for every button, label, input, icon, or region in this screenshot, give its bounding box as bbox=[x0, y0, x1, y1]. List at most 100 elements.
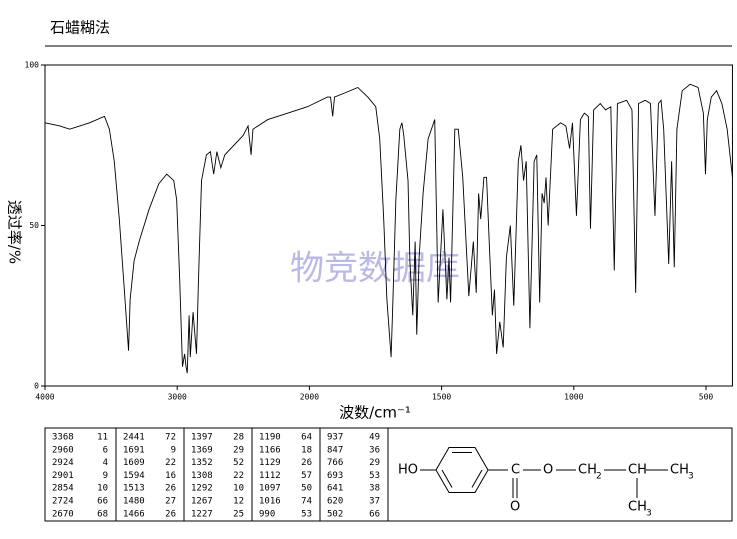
atom-label: HO bbox=[398, 463, 418, 478]
atom-label: O bbox=[510, 500, 520, 515]
x-tick-label: 1500 bbox=[432, 393, 451, 402]
structure bbox=[420, 447, 668, 498]
atom-label: CH bbox=[628, 463, 647, 478]
atom-subscript: 3 bbox=[646, 509, 652, 519]
table-cell: 29 bbox=[369, 458, 380, 468]
table-cell: 50 bbox=[301, 484, 312, 494]
table-cell: 37 bbox=[369, 497, 380, 507]
table-cell: 1352 bbox=[191, 458, 213, 468]
table-cell: 1369 bbox=[191, 445, 213, 455]
table-cell: 1166 bbox=[259, 445, 281, 455]
table-cell: 36 bbox=[369, 445, 380, 455]
x-tick-label: 4000 bbox=[35, 393, 54, 402]
table-cell: 9 bbox=[171, 445, 176, 455]
table-cell: 693 bbox=[327, 471, 343, 481]
table-cell: 2854 bbox=[52, 484, 74, 494]
table-cell: 66 bbox=[369, 509, 380, 519]
table-cell: 1129 bbox=[259, 458, 281, 468]
table-cell: 766 bbox=[327, 458, 343, 468]
table-cell: 49 bbox=[369, 433, 380, 443]
table-cell: 38 bbox=[369, 484, 380, 494]
table-cell: 12 bbox=[233, 497, 244, 507]
bond bbox=[471, 469, 483, 488]
atom-subscript: 3 bbox=[688, 472, 694, 482]
bond bbox=[441, 469, 453, 488]
table-cell: 74 bbox=[301, 497, 312, 507]
table-cell: 2724 bbox=[52, 497, 74, 507]
table-cell: 66 bbox=[97, 497, 108, 507]
table-cell: 68 bbox=[97, 509, 108, 519]
table-cell: 1190 bbox=[259, 433, 281, 443]
table-cell: 1691 bbox=[123, 445, 145, 455]
watermark: 物竞数据库 bbox=[290, 249, 460, 289]
y-tick-label: 0 bbox=[34, 382, 39, 391]
table-cell: 6 bbox=[103, 445, 108, 455]
table-cell: 52 bbox=[233, 458, 244, 468]
plot: 4000 3000 2000 1500 1000 500 0 50 100 bbox=[25, 61, 733, 402]
x-tick-label: 1000 bbox=[564, 393, 583, 402]
table-cell: 502 bbox=[327, 509, 343, 519]
table-cell: 620 bbox=[327, 497, 343, 507]
table-cell: 16 bbox=[165, 471, 176, 481]
x-axis-label: 波数/cm⁻¹ bbox=[339, 404, 411, 422]
table-cell: 937 bbox=[327, 433, 343, 443]
atom-label: O bbox=[543, 463, 553, 478]
table-cell: 22 bbox=[165, 458, 176, 468]
atom-label: CH bbox=[670, 463, 689, 478]
table-cell: 10 bbox=[233, 484, 244, 494]
atom-label: CH bbox=[628, 500, 647, 515]
table-cell: 28 bbox=[233, 433, 244, 443]
table-cell: 990 bbox=[259, 509, 275, 519]
table-cell: 72 bbox=[165, 433, 176, 443]
table-cell: 1594 bbox=[123, 471, 145, 481]
x-tick-label: 500 bbox=[699, 393, 714, 402]
table-cell: 53 bbox=[369, 471, 380, 481]
table-cell: 1480 bbox=[123, 497, 145, 507]
table-cell: 53 bbox=[301, 509, 312, 519]
page-title: 石蜡糊法 bbox=[50, 19, 110, 37]
table-cell: 26 bbox=[165, 509, 176, 519]
table-cell: 847 bbox=[327, 445, 343, 455]
table-cell: 1227 bbox=[191, 509, 213, 519]
table-cell: 4 bbox=[103, 458, 108, 468]
table-cell: 2901 bbox=[52, 471, 74, 481]
table-cell: 1016 bbox=[259, 497, 281, 507]
table-cell: 11 bbox=[97, 433, 108, 443]
table-cell: 2960 bbox=[52, 445, 74, 455]
table-cell: 1609 bbox=[123, 458, 145, 468]
table-cell: 641 bbox=[327, 484, 343, 494]
table-cell: 22 bbox=[233, 471, 244, 481]
table-cell: 9 bbox=[103, 471, 108, 481]
atom-subscript: 2 bbox=[596, 472, 602, 482]
table-cell: 1267 bbox=[191, 497, 213, 507]
table-cell: 29 bbox=[233, 445, 244, 455]
table-cell: 27 bbox=[165, 497, 176, 507]
table-cell: 18 bbox=[301, 445, 312, 455]
spectrum-line bbox=[44, 83, 733, 374]
table-cell: 25 bbox=[233, 509, 244, 519]
table-cell: 26 bbox=[301, 458, 312, 468]
table-cell: 1292 bbox=[191, 484, 213, 494]
atom-label: CH bbox=[578, 463, 597, 478]
benzene-ring bbox=[435, 447, 489, 493]
table-cell: 1466 bbox=[123, 509, 145, 519]
y-tick-label: 100 bbox=[25, 61, 40, 70]
table-cell: 2670 bbox=[52, 509, 74, 519]
table-cell: 1308 bbox=[191, 471, 213, 481]
table-cell: 2441 bbox=[123, 433, 145, 443]
table-cell: 1097 bbox=[259, 484, 281, 494]
y-tick-label: 50 bbox=[29, 221, 39, 230]
table-cell: 1397 bbox=[191, 433, 213, 443]
table-cell: 10 bbox=[97, 484, 108, 494]
x-tick-label: 3000 bbox=[168, 393, 187, 402]
atom-label: C bbox=[511, 463, 520, 478]
plot-frame bbox=[44, 64, 733, 387]
table-cell: 1112 bbox=[259, 471, 281, 481]
table-cell: 64 bbox=[301, 433, 312, 443]
y-axis-label: 透过率/% bbox=[6, 200, 24, 264]
x-tick-label: 2000 bbox=[300, 393, 319, 402]
table-cell: 1513 bbox=[123, 484, 145, 494]
table-cell: 57 bbox=[301, 471, 312, 481]
